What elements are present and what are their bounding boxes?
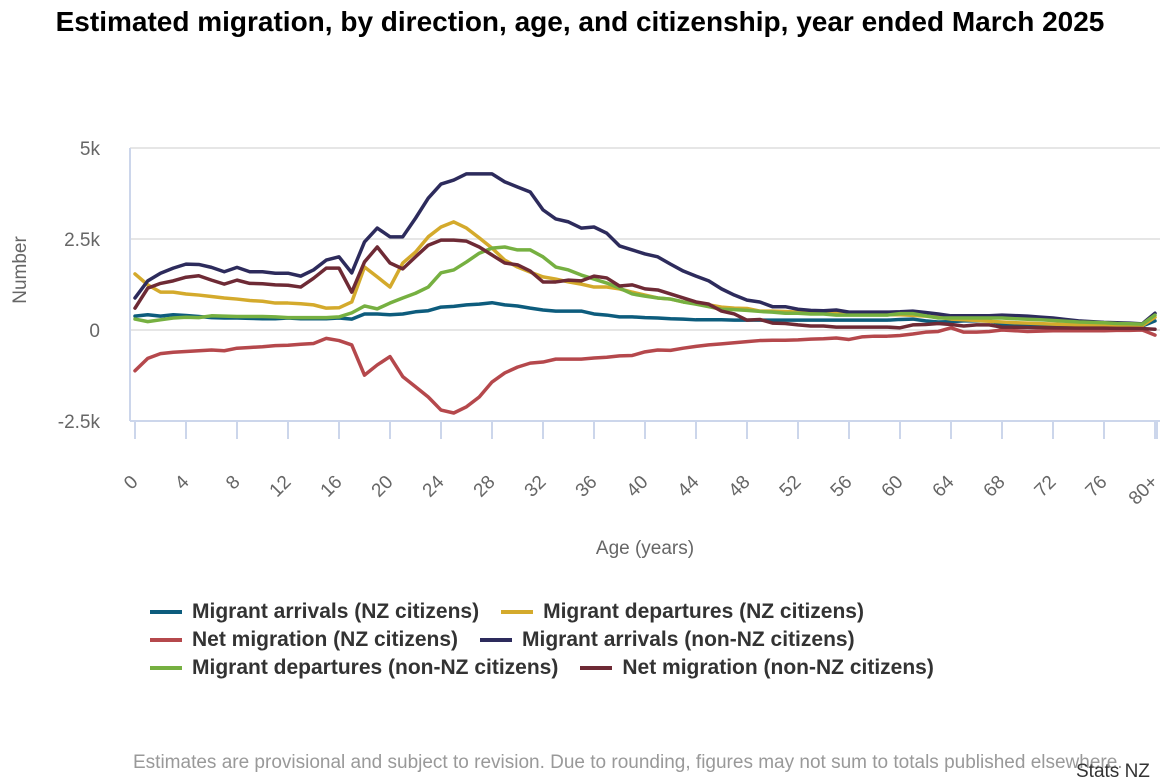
x-tick-label: 80+: [1125, 472, 1163, 510]
x-tick-label: 56: [827, 472, 857, 502]
legend-row: Net migration (NZ citizens) Migrant arri…: [150, 626, 956, 654]
series-lines: [133, 172, 1157, 415]
legend-label: Migrant departures (non-NZ citizens): [192, 656, 559, 679]
legend-swatch: [150, 610, 182, 614]
x-tick-label: 8: [222, 472, 244, 494]
x-tick-label: 64: [929, 471, 959, 501]
legend-item-non-nz-net[interactable]: Net migration (non-NZ citizens): [580, 656, 934, 680]
x-tick-label: 24: [419, 471, 449, 501]
x-tick-label: 44: [674, 471, 704, 501]
legend-item-non-nz-arrivals[interactable]: Migrant arrivals (non-NZ citizens): [480, 628, 855, 652]
legend-label: Net migration (non-NZ citizens): [622, 656, 934, 679]
x-tick-label: 20: [368, 472, 398, 502]
y-tick-label: -2.5k: [58, 412, 101, 433]
legend-item-nz-departures[interactable]: Migrant departures (NZ citizens): [501, 600, 864, 624]
x-tick-label: 16: [317, 472, 347, 502]
x-tick-label: 12: [266, 472, 296, 502]
y-tick-label: 0: [89, 321, 100, 342]
legend-item-nz-arrivals[interactable]: Migrant arrivals (NZ citizens): [150, 600, 479, 624]
legend: Migrant arrivals (NZ citizens) Migrant d…: [150, 598, 956, 682]
x-axis: 0 4 8 12 16 20 24 28 32 36 40 44 48 52 56 60 64 68 72 76 80+: [120, 420, 1163, 510]
x-tick-label: 72: [1031, 472, 1061, 502]
footnote: Estimates are provisional and subject to…: [133, 752, 1123, 773]
x-tick-label: 32: [521, 472, 551, 502]
series-line-5: [133, 245, 1157, 326]
y-axis-ticks: 5k 2.5k 0 -2.5k: [58, 139, 101, 433]
legend-swatch: [150, 638, 182, 642]
legend-label: Migrant arrivals (NZ citizens): [192, 600, 480, 623]
series-line-6: [133, 238, 1157, 332]
x-tick-label: 60: [878, 472, 908, 502]
x-tick-label: 28: [470, 472, 500, 502]
chart-title: Estimated migration, by direction, age, …: [55, 6, 1105, 37]
legend-swatch: [501, 610, 534, 614]
credit[interactable]: Stats NZ: [1076, 761, 1150, 782]
legend-row: Migrant arrivals (NZ citizens) Migrant d…: [150, 598, 956, 626]
legend-swatch: [480, 638, 513, 642]
x-tick-label: 52: [776, 472, 806, 502]
legend-swatch: [580, 666, 613, 670]
x-axis-label: Age (years): [596, 538, 694, 559]
x-tick-label: 48: [725, 472, 755, 502]
x-tick-label: 76: [1082, 472, 1112, 502]
legend-label: Migrant departures (NZ citizens): [543, 600, 864, 623]
legend-item-non-nz-departures[interactable]: Migrant departures (non-NZ citizens): [150, 656, 558, 680]
legend-row: Migrant departures (non-NZ citizens) Net…: [150, 654, 956, 682]
x-tick-label: 0: [120, 472, 142, 494]
series-line-3: [133, 326, 1157, 415]
series-line-4: [133, 172, 1157, 326]
legend-item-nz-net[interactable]: Net migration (NZ citizens): [150, 628, 458, 652]
y-tick-label: 5k: [80, 139, 101, 160]
legend-swatch: [150, 666, 182, 670]
y-tick-label: 2.5k: [64, 230, 100, 251]
x-tick-label: 36: [572, 472, 602, 502]
x-tick-label: 40: [623, 472, 653, 502]
legend-label: Net migration (NZ citizens): [192, 628, 459, 651]
x-tick-label: 68: [980, 472, 1010, 502]
y-axis-label: Number: [10, 236, 31, 304]
legend-label: Migrant arrivals (non-NZ citizens): [522, 628, 855, 651]
x-tick-label: 4: [171, 471, 194, 494]
